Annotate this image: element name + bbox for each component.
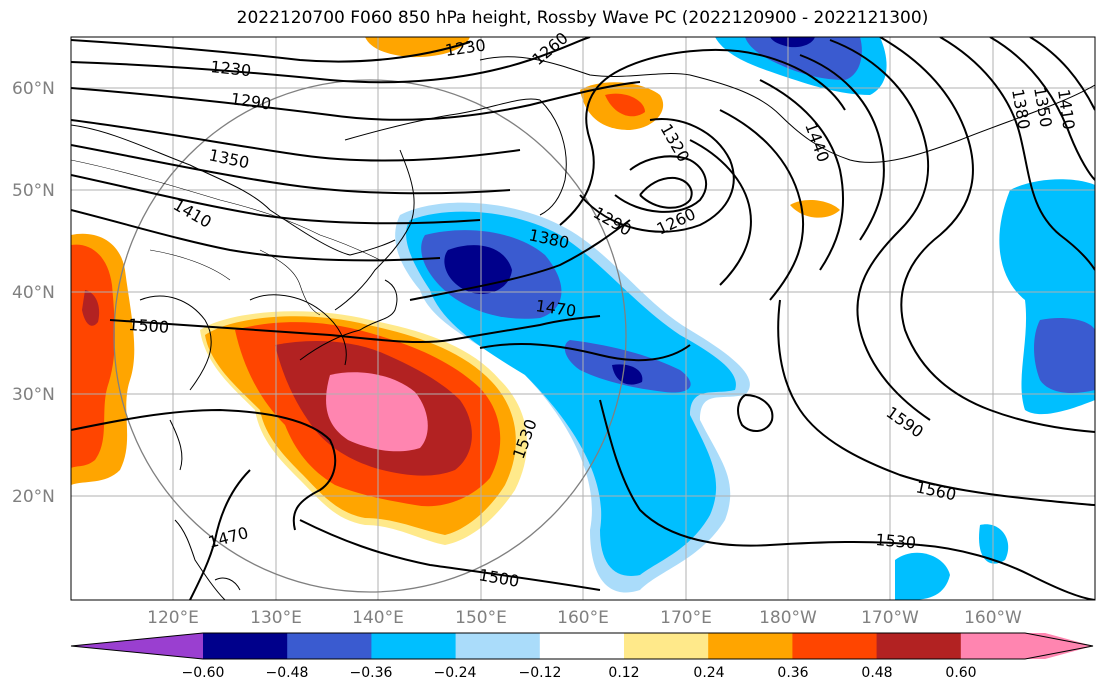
anomaly-pos-east-small	[790, 199, 840, 218]
lat-label-30n: 30°N	[12, 385, 55, 405]
colorbar-cell-2	[287, 633, 372, 659]
lat-label-40n: 40°N	[12, 283, 55, 303]
lon-label-160e: 160°E	[557, 608, 609, 628]
lon-label-120e: 120°E	[147, 608, 199, 628]
contour-label-1530b: 1530	[875, 530, 917, 552]
colorbar-label-7: 0.24	[693, 665, 724, 681]
anomaly-neg-core2	[612, 364, 643, 385]
colorbar-label-2: −0.48	[266, 665, 309, 681]
anomaly-neg-top-dark	[770, 37, 815, 48]
colorbar-cells	[71, 633, 1093, 659]
lon-label-150e: 150°E	[455, 608, 507, 628]
colorbar-label-8: 0.36	[777, 665, 808, 681]
colorbar-cell-6	[624, 633, 709, 659]
anomaly-neg-south2	[979, 524, 1009, 564]
colorbar-cell-4	[455, 633, 541, 659]
contour-label-1260b: 1260	[654, 204, 699, 238]
lon-label-180w: 180°W	[759, 608, 817, 628]
map-title: 2022120700 F060 850 hPa height, Rossby W…	[236, 8, 929, 28]
contour-label-1350a: 1350	[207, 145, 251, 172]
colorbar-cell-3	[371, 633, 457, 659]
contour-label-1410a: 1410	[170, 195, 215, 232]
anomaly-pos-north	[365, 37, 470, 58]
anomaly-neg-south	[895, 552, 950, 600]
coastlines	[71, 56, 1095, 600]
anomaly-neg-top-core	[745, 37, 862, 80]
contour-label-1380b: 1380	[1008, 87, 1034, 130]
colorbar-extend-low	[71, 633, 203, 659]
contour-label-1500b: 1500	[477, 565, 520, 591]
colorbar-label-10: 0.60	[945, 665, 976, 681]
colorbar-cell-10	[960, 633, 1046, 659]
colorbar-cell-7	[708, 633, 793, 659]
colorbar-label-3: −0.36	[350, 665, 393, 681]
anomaly-pos-west-red	[71, 244, 115, 468]
colorbar-labels: −0.60 −0.48 −0.36 −0.24 −0.12 0.12 0.24 …	[182, 665, 977, 681]
lon-label-140e: 140°E	[352, 608, 404, 628]
contour-label-1590a: 1590	[883, 403, 927, 442]
lon-label-170w: 170°W	[861, 608, 919, 628]
map-frame	[70, 36, 1096, 601]
colorbar-cell-9	[876, 633, 962, 659]
colorbar-label-5: −0.12	[519, 665, 562, 681]
colorbar: −0.60 −0.48 −0.36 −0.24 −0.12 0.12 0.24 …	[70, 632, 1094, 681]
contour-label-1470b: 1470	[206, 523, 250, 552]
contour-label-1410b: 1410	[1054, 88, 1078, 131]
colorbar-cell-5	[539, 633, 625, 659]
lat-labels: 60°N 50°N 40°N 30°N 20°N	[12, 79, 55, 507]
lon-label-170e: 170°E	[660, 608, 712, 628]
anomaly-shading	[71, 37, 1095, 600]
lat-label-50n: 50°N	[12, 181, 55, 201]
colorbar-label-1: −0.60	[182, 665, 225, 681]
anomaly-neg-core	[444, 245, 512, 294]
lat-label-60n: 60°N	[12, 79, 55, 99]
contour-label-1320a: 1320	[657, 121, 694, 166]
contour-label-1350b: 1350	[1030, 85, 1056, 128]
height-contours	[71, 37, 1095, 600]
contour-label-1290b: 1290	[590, 203, 635, 240]
contour-label-1440a: 1440	[801, 120, 833, 165]
contour-label-1230a: 1230	[210, 57, 252, 80]
contour-label-1290a: 1290	[229, 89, 272, 113]
anomaly-pos-north2-core	[605, 93, 645, 117]
colorbar-label-9: 0.48	[861, 665, 892, 681]
lon-labels: 120°E 130°E 140°E 150°E 160°E 170°E 180°…	[147, 608, 1022, 628]
range-ring	[113, 79, 627, 593]
colorbar-extend-high	[1045, 633, 1093, 659]
colorbar-label-4: −0.24	[434, 665, 477, 681]
contour-label-1500a: 1500	[128, 315, 170, 337]
colorbar-outline	[70, 632, 1094, 660]
anomaly-neg-east-core	[1034, 318, 1095, 393]
lon-label-130e: 130°E	[250, 608, 302, 628]
colorbar-cell-8	[792, 633, 878, 659]
borders	[71, 159, 381, 316]
lat-label-20n: 20°N	[12, 487, 55, 507]
colorbar-label-6: 0.12	[608, 665, 639, 681]
anomaly-pos-pink	[326, 372, 428, 452]
lon-label-160w: 160°W	[964, 608, 1022, 628]
colorbar-cell-1	[203, 633, 288, 659]
contour-label-1560a: 1560	[914, 477, 958, 504]
anomaly-pos-west-dark	[82, 290, 100, 326]
